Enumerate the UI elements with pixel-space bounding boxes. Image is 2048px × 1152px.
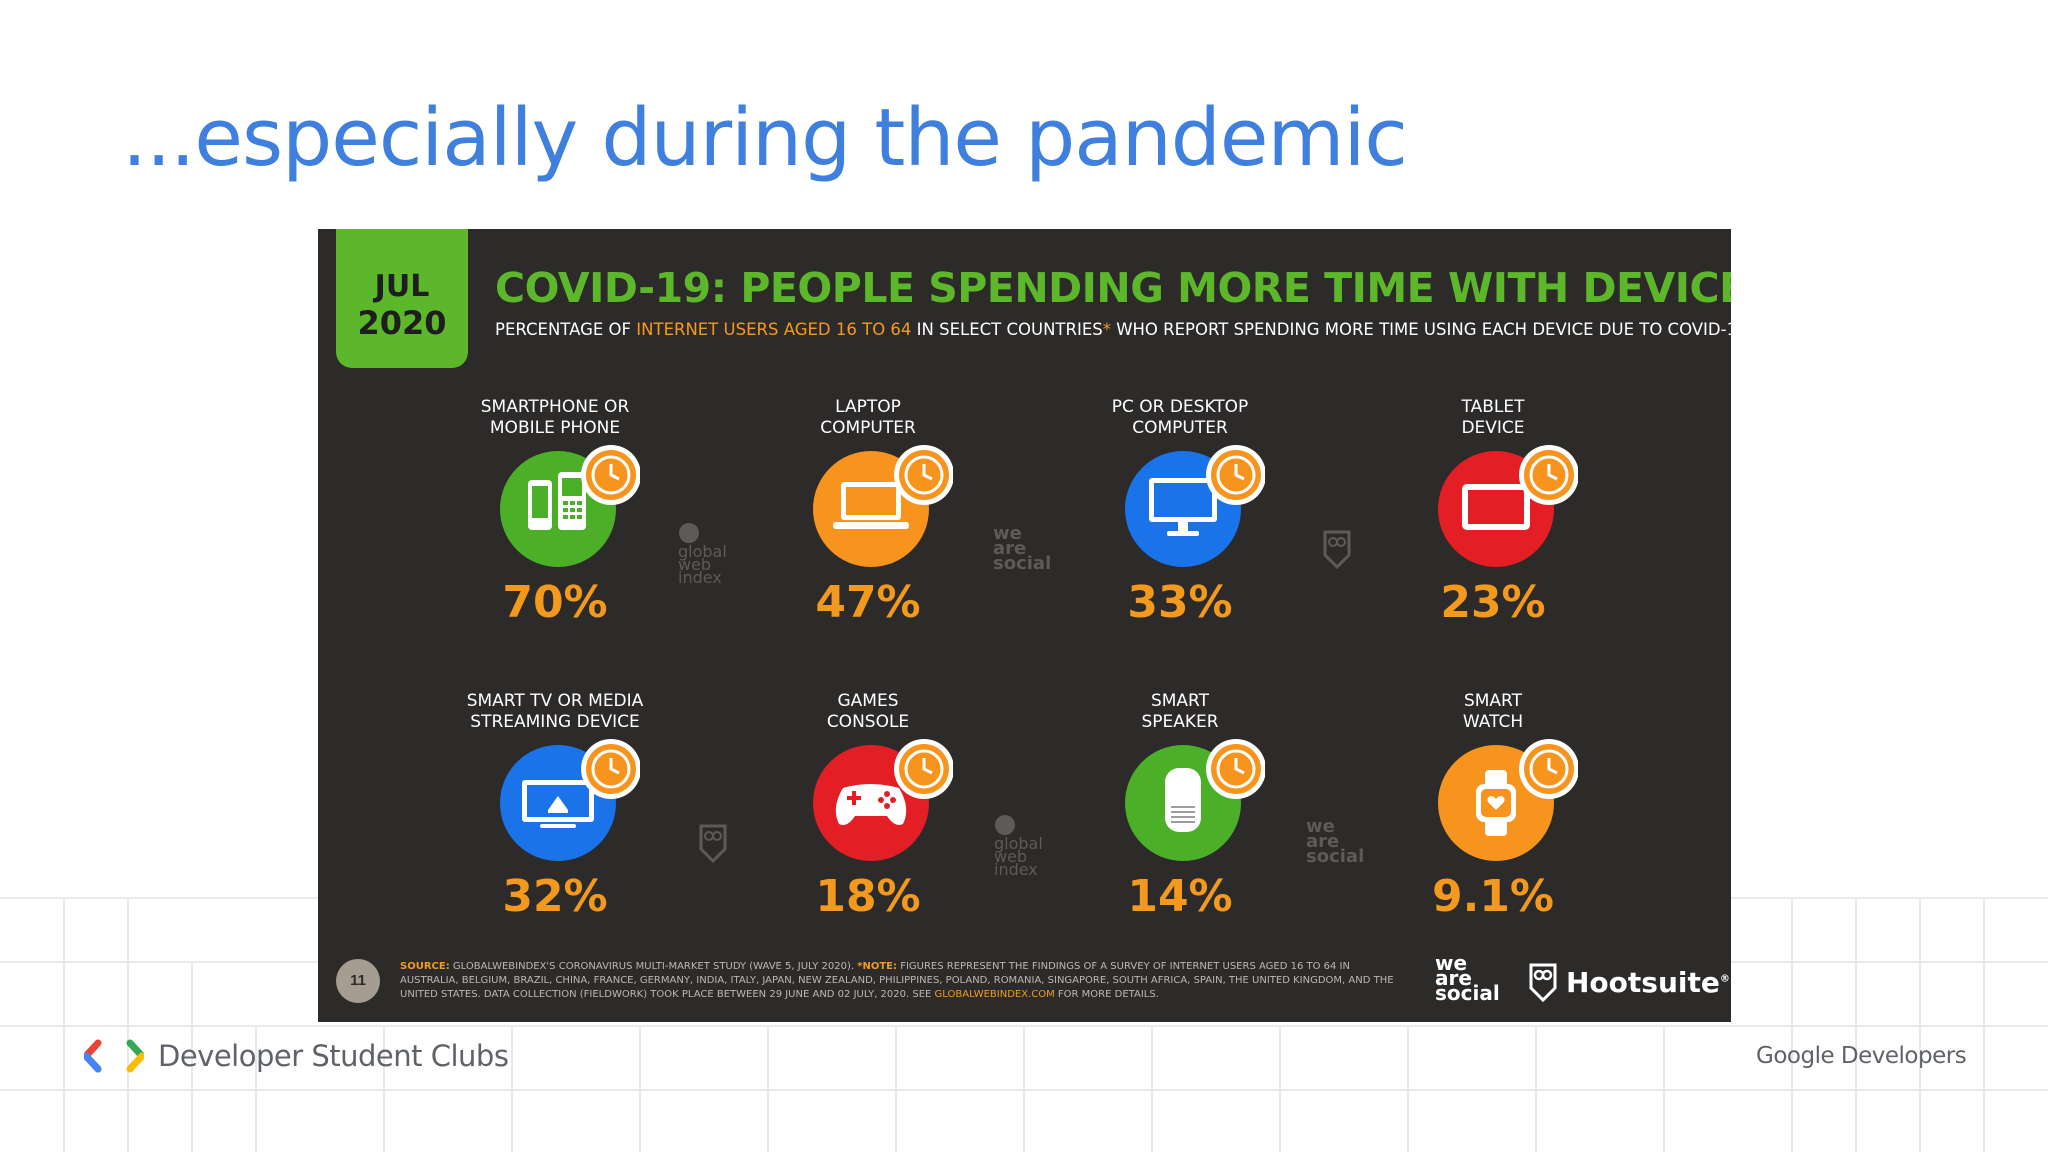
device-percentage: 47% — [815, 577, 921, 628]
slide-title: ...especially during the pandemic — [122, 92, 1408, 184]
speaker-icon — [1125, 739, 1265, 861]
owl-watermark-icon — [699, 824, 727, 863]
gwi-link[interactable]: GLOBALWEBINDEX.COM — [934, 989, 1055, 1000]
we-are-social-logo: we are social — [1435, 951, 1500, 1005]
device-percentage: 9.1% — [1431, 871, 1555, 922]
owl-watermark-icon — [1323, 530, 1351, 569]
device-label: PC OR DESKTOP COMPUTER — [1111, 397, 1249, 438]
device-percentage: 14% — [1127, 871, 1233, 922]
dsc-label: Developer Student Clubs — [158, 1039, 509, 1073]
gwi-globe-icon — [679, 523, 699, 543]
gwi-watermark: global web index — [994, 814, 1043, 878]
date-year: 2020 — [357, 304, 447, 342]
date-month: JUL — [374, 269, 430, 304]
tablet-icon — [1438, 445, 1578, 567]
gwi-watermark: global web index — [678, 522, 727, 586]
device-percentage: 18% — [815, 871, 921, 922]
hootsuite-logo: Hootsuite® — [1528, 962, 1730, 1002]
device-percentage: 32% — [502, 871, 608, 922]
device-label: SMART WATCH — [1462, 691, 1524, 732]
device-percentage: 70% — [502, 577, 608, 628]
infographic-panel: JUL 2020 COVID-19: PEOPLE SPENDING MORE … — [318, 229, 1731, 1022]
page-number: 11 — [336, 959, 380, 1003]
source-note: SOURCE: GLOBALWEBINDEX'S CORONAVIRUS MUL… — [400, 961, 1394, 1000]
infographic-headline: COVID-19: PEOPLE SPENDING MORE TIME WITH… — [495, 264, 1731, 312]
device-label: SMARTPHONE OR MOBILE PHONE — [480, 397, 630, 438]
hootsuite-owl-icon — [1529, 963, 1557, 1002]
device-percentage: 23% — [1440, 577, 1546, 628]
laptop-icon — [813, 445, 953, 567]
smartwatch-icon — [1438, 739, 1578, 861]
tv-icon — [500, 739, 640, 861]
gwi-globe-icon — [995, 815, 1015, 835]
device-label: SMART SPEAKER — [1141, 691, 1219, 732]
smartphone-icon — [500, 445, 640, 567]
was-watermark: we are social — [1306, 816, 1365, 867]
desktop-icon — [1125, 445, 1265, 567]
dsc-logo-icon — [84, 1039, 144, 1073]
was-watermark: we are social — [993, 523, 1052, 574]
infographic-subhead: PERCENTAGE OF INTERNET USERS AGED 16 TO … — [495, 320, 1731, 339]
google-developers-label: Google Developers — [1756, 1043, 1967, 1069]
dsc-branding: Developer Student Clubs — [84, 1039, 509, 1073]
device-label: SMART TV OR MEDIA STREAMING DEVICE — [466, 691, 644, 732]
gamepad-icon — [813, 739, 953, 861]
device-percentage: 33% — [1127, 577, 1233, 628]
device-label: TABLET DEVICE — [1461, 397, 1525, 438]
date-tab: JUL 2020 — [336, 229, 468, 368]
device-label: LAPTOP COMPUTER — [820, 397, 916, 438]
device-label: GAMES CONSOLE — [826, 691, 910, 732]
